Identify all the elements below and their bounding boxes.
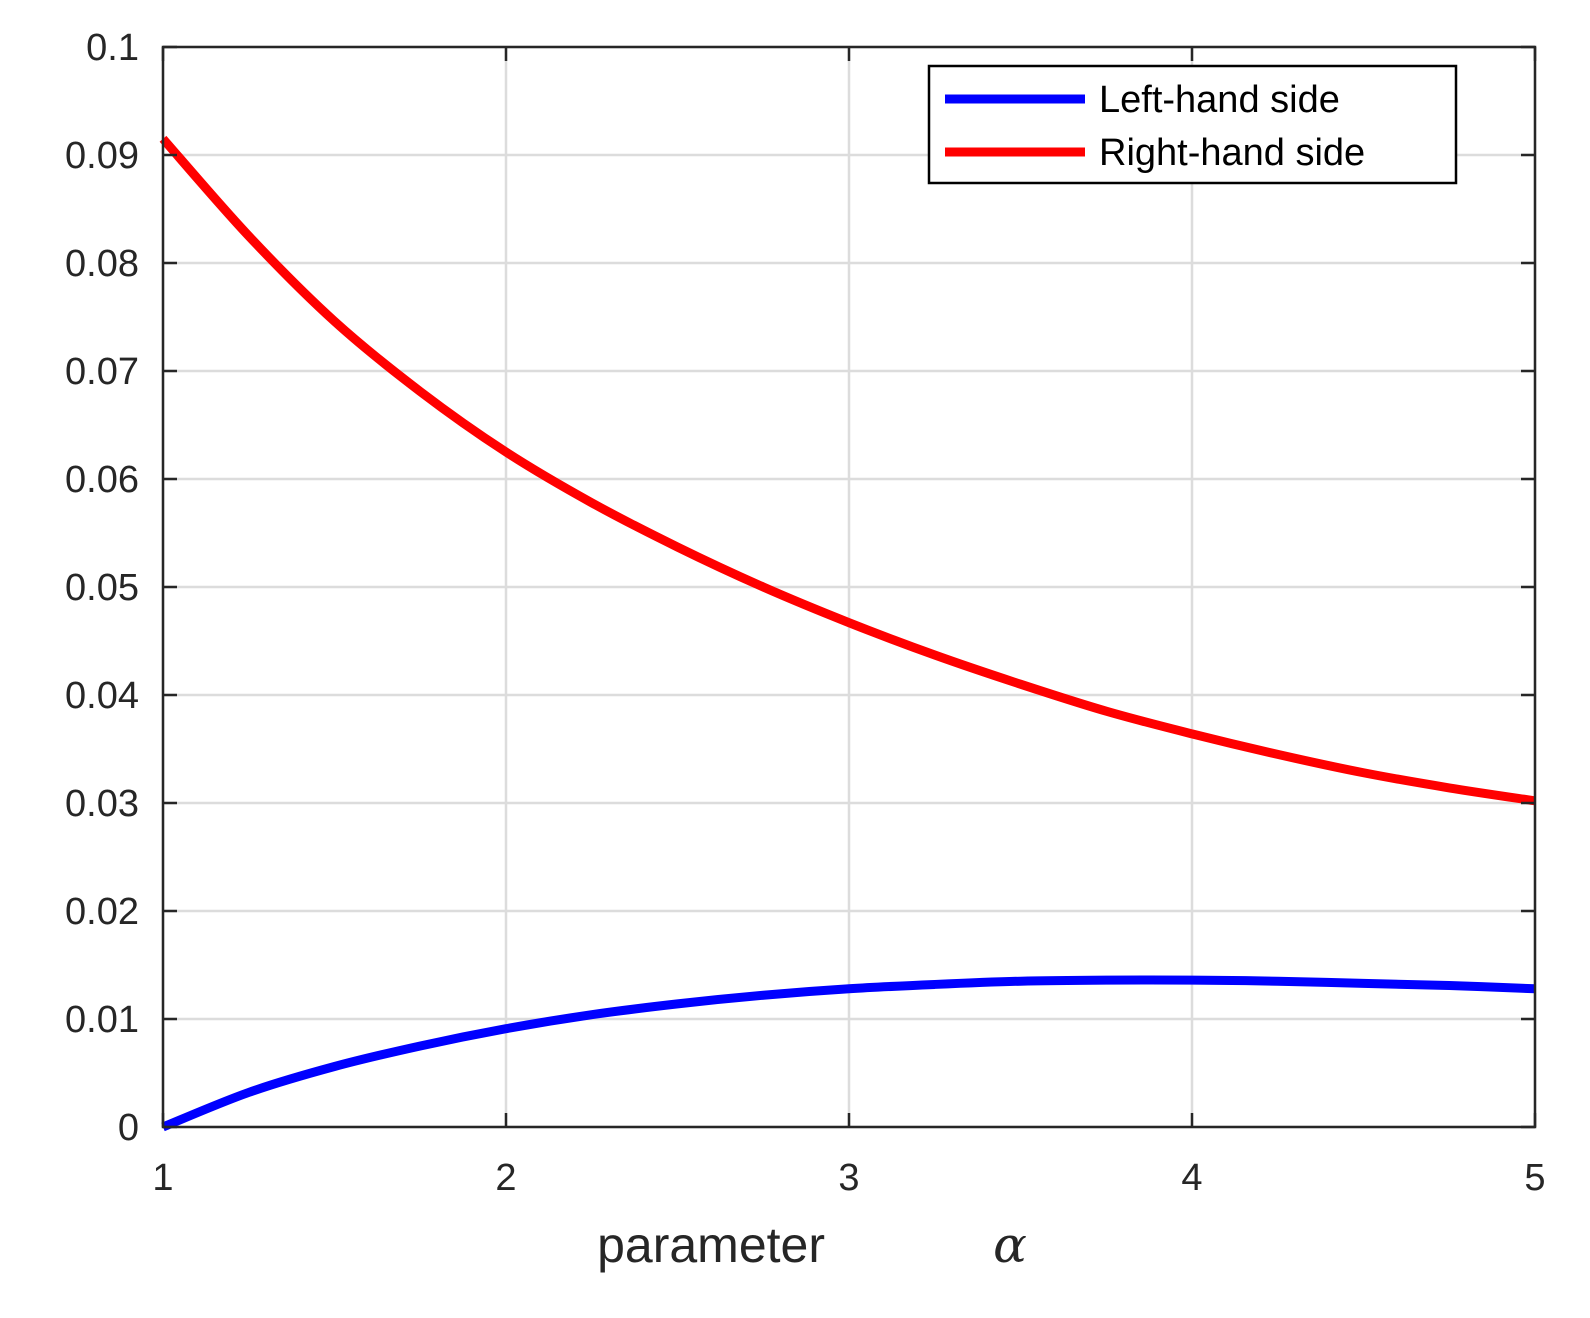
series-line-right-hand-side xyxy=(159,135,1536,806)
legend-label-left-hand-side: Left-hand side xyxy=(1099,79,1340,121)
legend: Left-hand side Right-hand side xyxy=(927,64,1458,185)
y-tick-label: 0.08 xyxy=(65,243,139,285)
y-tick-label: 0.05 xyxy=(65,567,139,609)
y-tick-label: 0.09 xyxy=(65,135,139,177)
legend-label-right-hand-side: Right-hand side xyxy=(1099,132,1365,174)
y-tick-label: 0.03 xyxy=(65,783,139,825)
x-tick-label: 2 xyxy=(495,1157,516,1199)
series-line-left-hand-side xyxy=(161,975,1536,1132)
x-tick-labels: 1 2 3 4 5 xyxy=(152,1157,1545,1199)
y-tick-label: 0.01 xyxy=(65,999,139,1041)
x-axis-symbol: α xyxy=(993,1216,1027,1274)
x-axis-title: parameter xyxy=(597,1217,825,1273)
y-tick-label: 0.06 xyxy=(65,459,139,501)
grid-lines xyxy=(161,45,1537,1129)
y-tick-label: 0.02 xyxy=(65,891,139,933)
x-tick-label: 4 xyxy=(1181,1157,1202,1199)
x-tick-label: 5 xyxy=(1524,1157,1545,1199)
tick-marks xyxy=(161,45,1537,1129)
plot-area xyxy=(159,135,1536,1132)
y-tick-label: 0.07 xyxy=(65,351,139,393)
legend-box xyxy=(927,64,1458,185)
y-tick-label: 0 xyxy=(118,1107,139,1149)
y-tick-label: 0.04 xyxy=(65,675,139,717)
x-tick-label: 1 xyxy=(152,1157,173,1199)
y-tick-label: 0.1 xyxy=(86,27,139,69)
y-tick-labels: 0 0.01 0.02 0.03 0.04 0.05 0.06 0.07 0.08 0.09 0.1 xyxy=(65,27,139,1149)
x-tick-label: 3 xyxy=(838,1157,859,1199)
